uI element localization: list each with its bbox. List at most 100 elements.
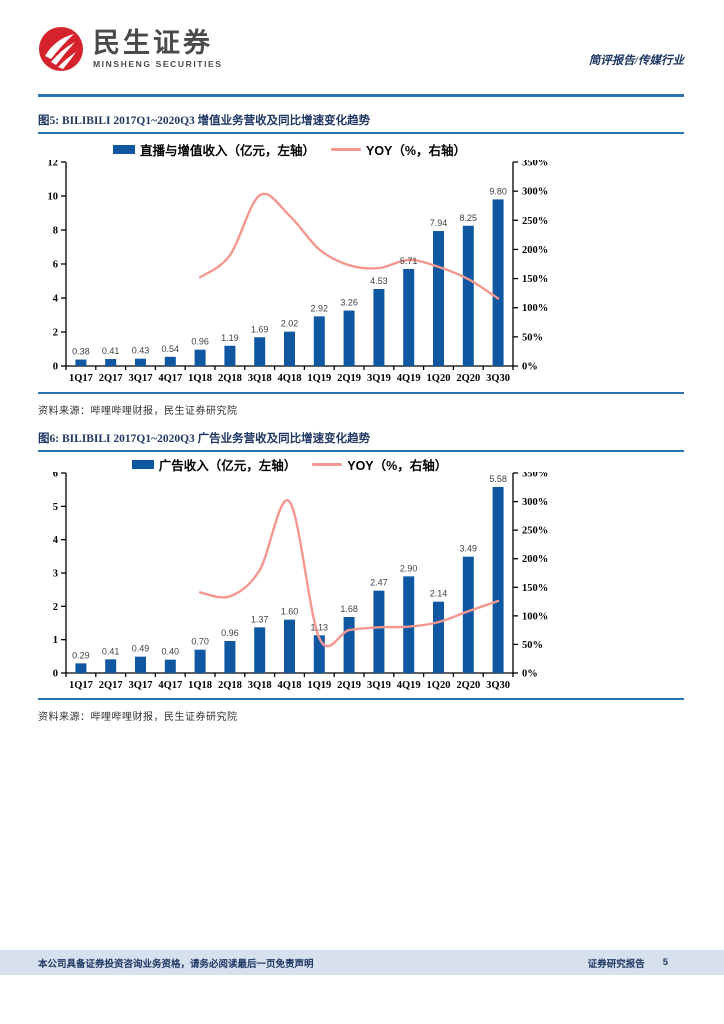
svg-text:0%: 0%	[522, 669, 538, 680]
svg-text:1.69: 1.69	[251, 324, 269, 334]
svg-text:2Q19: 2Q19	[337, 680, 361, 691]
svg-text:7.94: 7.94	[430, 218, 448, 228]
figure-5-legend: 直播与增值收入（亿元，左轴） YOY（%，右轴）	[66, 140, 513, 158]
svg-text:8.25: 8.25	[460, 213, 478, 223]
brand-name-en: MINSHENG SECURITIES	[93, 59, 223, 70]
svg-text:0.96: 0.96	[191, 337, 209, 347]
svg-text:50%: 50%	[522, 332, 543, 343]
line-swatch-icon	[312, 462, 343, 466]
svg-text:2.90: 2.90	[400, 563, 418, 573]
bar-swatch-icon	[112, 144, 135, 154]
svg-text:3Q18: 3Q18	[248, 373, 272, 384]
svg-text:6: 6	[53, 260, 58, 271]
svg-text:0.70: 0.70	[191, 637, 209, 647]
svg-text:2: 2	[53, 602, 58, 613]
figure-5-bottom-divider	[38, 392, 684, 394]
svg-text:0.40: 0.40	[162, 647, 180, 657]
figure-6-bottom-divider	[38, 698, 684, 700]
legend-line-label: YOY（%，右轴）	[347, 458, 448, 473]
svg-text:1.13: 1.13	[311, 622, 329, 632]
svg-text:2Q17: 2Q17	[99, 373, 123, 384]
svg-text:5.71: 5.71	[400, 256, 418, 266]
svg-text:300%: 300%	[522, 497, 548, 508]
svg-text:2: 2	[53, 328, 58, 339]
legend-item-bar: 直播与增值收入（亿元，左轴）	[112, 140, 315, 159]
svg-text:4Q17: 4Q17	[158, 373, 182, 384]
svg-text:4Q18: 4Q18	[278, 373, 302, 384]
svg-text:6: 6	[53, 472, 58, 480]
svg-text:8: 8	[53, 226, 58, 237]
svg-text:3Q19: 3Q19	[367, 373, 391, 384]
svg-text:2Q17: 2Q17	[99, 680, 123, 691]
svg-text:2.02: 2.02	[281, 319, 299, 329]
page-header: 民生证券 MINSHENG SECURITIES 简评报告/传媒行业	[0, 0, 724, 72]
legend-item-line: YOY（%，右轴）	[331, 140, 466, 159]
svg-text:2.92: 2.92	[311, 303, 329, 313]
svg-text:5: 5	[53, 502, 58, 513]
legend-item-bar: 广告收入（亿元，左轴）	[131, 455, 296, 474]
svg-text:0: 0	[53, 362, 58, 373]
svg-text:3Q30: 3Q30	[486, 680, 510, 691]
svg-text:1Q17: 1Q17	[69, 373, 93, 384]
figure-6-source: 资料来源：哔哩哔哩财报，民生证券研究院	[38, 712, 238, 723]
ad-revenue-chart: 0 1 2 3 4 5 6 0% 50% 100% 150% 200% 250% 300% 350% 1Q17…	[53, 472, 549, 691]
svg-text:2Q19: 2Q19	[337, 373, 361, 384]
svg-text:1: 1	[53, 635, 58, 646]
vas-revenue-chart: 0 2 4 6 8 10 12 0% 50% 100% 150% 200% 250% 300% 350% 1Q…	[48, 160, 549, 384]
figure-5: 图5: BILIBILI 2017Q1~2020Q3 增值业务营收及同比增速变化…	[38, 109, 684, 417]
svg-text:3Q19: 3Q19	[367, 680, 391, 691]
figure-5-source: 资料来源：哔哩哔哩财报，民生证券研究院	[38, 406, 238, 417]
bar-swatch-icon	[131, 459, 154, 469]
svg-text:350%: 350%	[522, 472, 548, 480]
svg-text:4: 4	[53, 535, 59, 546]
svg-text:300%: 300%	[522, 187, 548, 198]
svg-text:2Q20: 2Q20	[456, 680, 480, 691]
figure-6: 图6: BILIBILI 2017Q1~2020Q3 广告业务营收及同比增速变化…	[38, 427, 684, 723]
svg-text:50%: 50%	[522, 640, 543, 651]
svg-text:3: 3	[53, 569, 58, 580]
svg-text:1.60: 1.60	[281, 607, 299, 617]
svg-text:150%: 150%	[522, 274, 548, 285]
svg-text:0.96: 0.96	[221, 628, 239, 638]
svg-text:0.41: 0.41	[102, 346, 120, 356]
svg-text:0: 0	[53, 669, 58, 680]
svg-text:4.53: 4.53	[370, 276, 388, 286]
figure-6-legend: 广告收入（亿元，左轴） YOY（%，右轴）	[66, 455, 513, 474]
svg-text:100%: 100%	[522, 611, 548, 622]
brand-name-cn: 民生证券	[93, 27, 213, 58]
page-number: 5	[662, 957, 668, 968]
legend-item-line: YOY（%，右轴）	[312, 455, 447, 474]
svg-text:200%: 200%	[522, 554, 548, 565]
svg-text:3Q17: 3Q17	[129, 680, 153, 691]
svg-text:1.19: 1.19	[221, 333, 239, 343]
svg-text:4Q19: 4Q19	[397, 680, 421, 691]
svg-text:250%: 250%	[522, 526, 548, 537]
svg-text:5.58: 5.58	[489, 474, 507, 484]
svg-text:0%: 0%	[522, 362, 538, 373]
legend-line-label: YOY（%，右轴）	[366, 143, 467, 158]
svg-text:0.38: 0.38	[72, 347, 90, 357]
svg-text:3Q17: 3Q17	[129, 373, 153, 384]
brand-text: 民生证券 MINSHENG SECURITIES	[93, 27, 223, 70]
svg-text:12: 12	[48, 160, 59, 169]
svg-text:3.49: 3.49	[460, 544, 478, 554]
svg-text:2Q18: 2Q18	[218, 680, 242, 691]
minsheng-logo: 民生证券 MINSHENG SECURITIES	[38, 26, 223, 72]
figure-5-title: 图5: BILIBILI 2017Q1~2020Q3 增值业务营收及同比增速变化…	[38, 109, 684, 134]
page-footer: 本公司具备证券投资咨询业务资格，请务必阅读最后一页免责声明 证券研究报告 5	[0, 950, 724, 975]
svg-text:9.80: 9.80	[489, 186, 507, 196]
svg-text:1Q20: 1Q20	[427, 373, 451, 384]
svg-text:1Q19: 1Q19	[307, 680, 331, 691]
svg-text:10: 10	[48, 192, 59, 203]
svg-text:4Q17: 4Q17	[158, 680, 182, 691]
svg-text:0.41: 0.41	[102, 646, 120, 656]
svg-text:1.37: 1.37	[251, 614, 269, 624]
svg-text:0.29: 0.29	[72, 650, 90, 660]
figure-6-title: 图6: BILIBILI 2017Q1~2020Q3 广告业务营收及同比增速变化…	[38, 427, 684, 452]
svg-text:2.14: 2.14	[430, 589, 448, 599]
svg-text:3Q18: 3Q18	[248, 680, 272, 691]
svg-text:200%: 200%	[522, 245, 548, 256]
svg-text:4Q18: 4Q18	[278, 680, 302, 691]
legend-bar-label: 直播与增值收入（亿元，左轴）	[139, 143, 315, 158]
svg-text:1Q20: 1Q20	[427, 680, 451, 691]
